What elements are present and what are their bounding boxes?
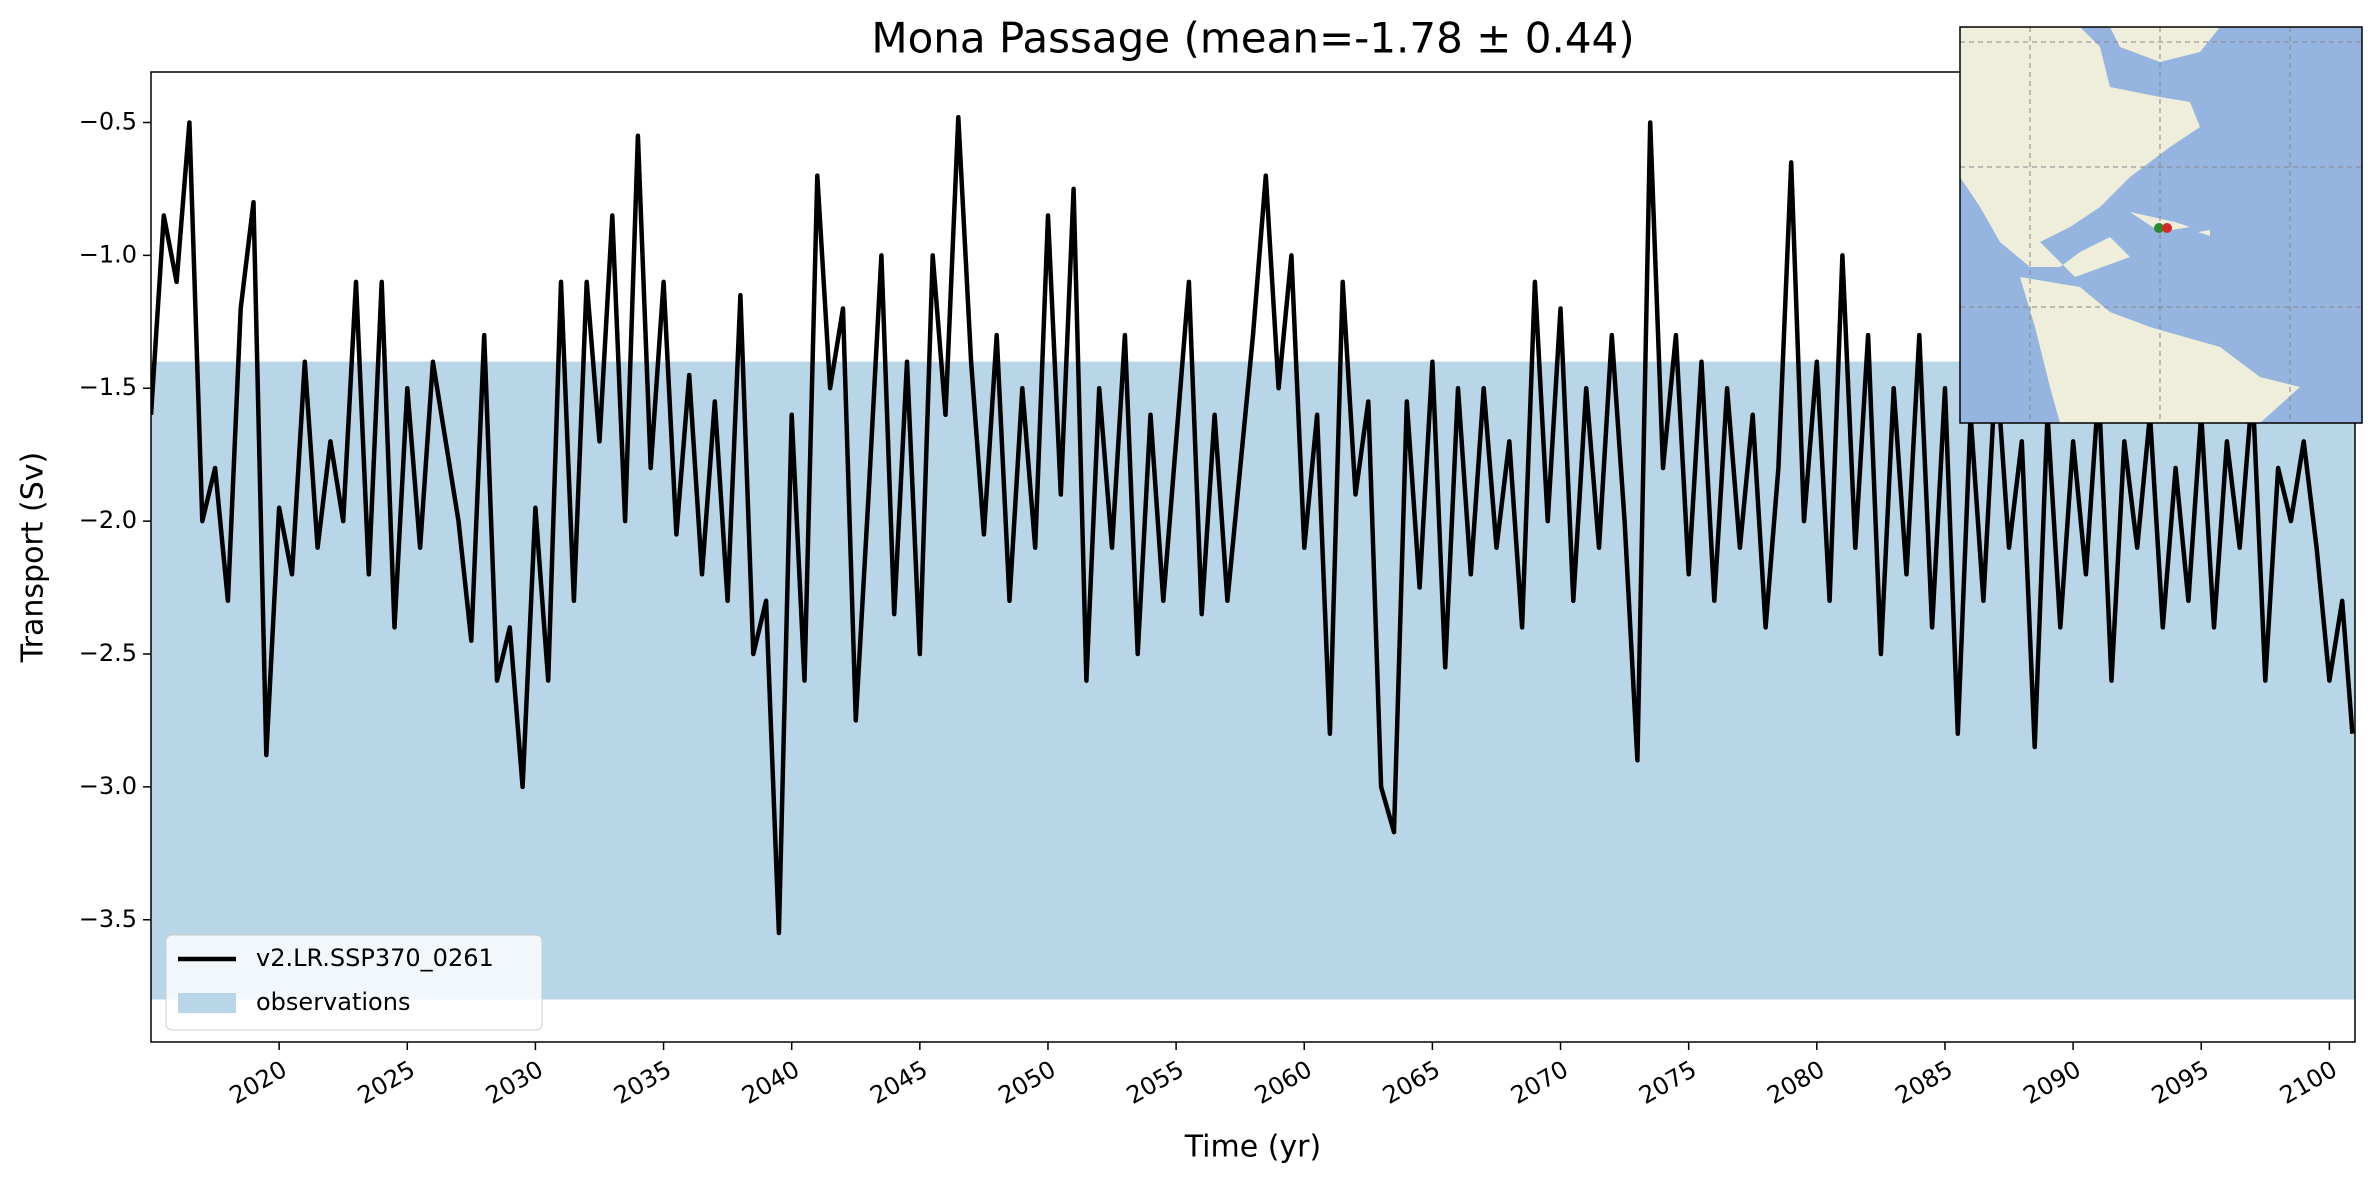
greenland	[2110, 27, 2220, 62]
inset-frame	[1959, 26, 2363, 424]
map-point	[2162, 223, 2172, 233]
legend-label: observations	[256, 988, 410, 1016]
data-line	[151, 114, 2355, 936]
y-tick-label: −3.0	[79, 772, 137, 800]
chart-title: Mona Passage (mean=-1.78 ± 0.44)	[871, 14, 1634, 63]
y-tick-label: −1.5	[79, 373, 137, 401]
map-point	[2154, 223, 2164, 233]
inset-map	[1959, 26, 2363, 424]
y-tick-label: −0.5	[79, 107, 137, 135]
south-america	[2020, 277, 2300, 423]
north-america	[1960, 27, 2200, 277]
legend-swatch	[178, 993, 236, 1013]
axes-frame	[150, 71, 2356, 1043]
legend: v2.LR.SSP370_0261 observations	[165, 934, 543, 1031]
y-tick-label: −2.5	[79, 639, 137, 667]
y-axis-label: Transport (Sv)	[16, 452, 51, 664]
y-tick-label: −3.5	[79, 905, 137, 933]
y-tick-label: −2.0	[79, 506, 137, 534]
observation-band	[151, 361, 2355, 1000]
legend-box	[165, 934, 543, 1031]
legend-label: v2.LR.SSP370_0261	[256, 944, 494, 972]
x-axis-label: Time (yr)	[1184, 1130, 1321, 1165]
plot-area	[151, 114, 2355, 1000]
y-tick-label: −1.0	[79, 240, 137, 268]
